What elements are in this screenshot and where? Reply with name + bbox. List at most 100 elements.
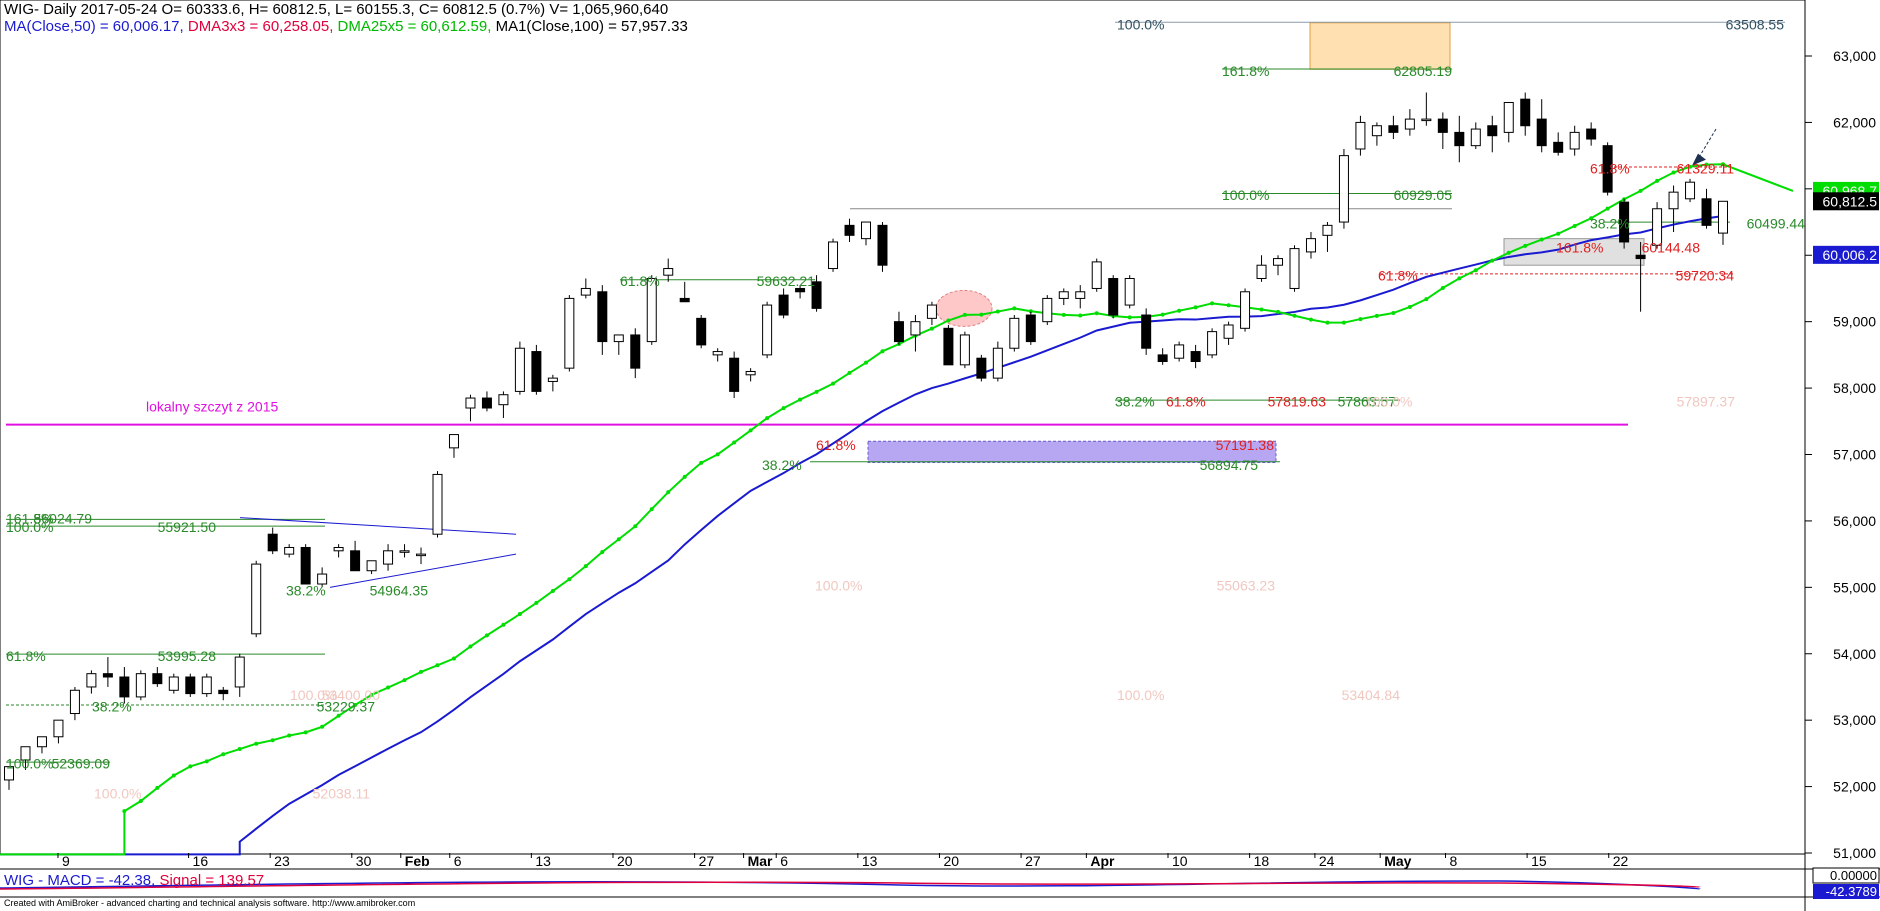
- dma25-point: [353, 703, 358, 708]
- macd-legend: WIG - MACD = -42.38,: [4, 872, 156, 889]
- dma25-point: [600, 549, 605, 554]
- candle-body: [234, 656, 245, 688]
- dma25-point: [501, 622, 506, 627]
- dma25-point: [1523, 243, 1528, 248]
- chart-header-indicators: MA(Close,50) = 60,006.17, DMA3x3 = 60,25…: [4, 18, 688, 36]
- candle-body: [267, 533, 278, 552]
- candle-body: [4, 766, 14, 781]
- x-tick-label: 9: [62, 853, 70, 869]
- candle-body: [531, 351, 542, 392]
- dma25-point: [122, 809, 127, 814]
- dma25-point: [402, 678, 407, 683]
- x-tick-label: 23: [274, 853, 290, 869]
- candle-body: [53, 719, 64, 738]
- dma25-point: [962, 312, 967, 317]
- fib-label: 100.0%: [1117, 687, 1164, 703]
- candle-body: [152, 673, 163, 685]
- chart-header-title: WIG- Daily 2017-05-24 O= 60333.6, H= 608…: [4, 1, 668, 19]
- candle-body: [1404, 118, 1415, 130]
- y-tick-label: 62,000: [1833, 114, 1876, 130]
- dma25-point: [451, 656, 456, 661]
- candle-body: [350, 550, 361, 572]
- ma100-legend: MA1(Close,100) = 57,957.33: [495, 18, 688, 35]
- dma25-point: [1638, 188, 1643, 193]
- dma25-point: [138, 799, 143, 804]
- candle-body: [1421, 118, 1432, 122]
- candle-body: [1569, 131, 1580, 150]
- dma25-point: [1572, 223, 1577, 228]
- macd-value-badge: [1813, 884, 1879, 899]
- candle-body: [745, 370, 756, 376]
- fib-label: 62805.19: [1394, 63, 1453, 79]
- fib-label: 61329.11: [1677, 161, 1735, 177]
- dma25-point: [699, 460, 704, 465]
- plot-frame: [0, 0, 1806, 855]
- fib-zone-purple: [867, 440, 1277, 463]
- candle-body: [844, 224, 855, 236]
- fib-label: 57863.57: [1338, 394, 1397, 410]
- fib-label: 38.2%: [286, 582, 326, 598]
- footer-credit: Created with AmiBroker - advanced charti…: [4, 898, 416, 908]
- candle-body: [416, 553, 427, 557]
- dma25-point: [336, 713, 341, 718]
- macd-signal-line: [0, 881, 1701, 890]
- arrow-line: [1699, 128, 1717, 156]
- fib-label: 52038.11: [313, 786, 371, 802]
- dma25-point: [567, 577, 572, 582]
- y-tick-label: 63,000: [1833, 48, 1876, 64]
- candle-body: [498, 394, 509, 406]
- candle-body: [201, 676, 212, 695]
- dma25-point: [1440, 286, 1445, 291]
- candle-body: [712, 351, 723, 356]
- x-tick-label: 27: [699, 853, 715, 869]
- candle-body: [1437, 118, 1448, 133]
- y-tick-label: 56,000: [1833, 513, 1876, 529]
- fib-label: 61.8%: [6, 648, 46, 664]
- macd-value-label: -42.3789: [1826, 884, 1877, 899]
- x-tick-label: 16: [193, 853, 209, 869]
- candle-body: [778, 294, 789, 316]
- dma25-point: [1490, 258, 1495, 263]
- candle-body: [1536, 118, 1547, 147]
- dma25-point: [1078, 313, 1083, 318]
- candle-body: [811, 281, 822, 309]
- dma25-point: [419, 669, 424, 674]
- candle-body: [135, 673, 146, 698]
- candle-body: [893, 321, 904, 343]
- fib-label: 53400.00: [322, 687, 381, 703]
- candle-body: [1141, 314, 1152, 349]
- dma25-point: [682, 474, 687, 479]
- dma25-point: [765, 416, 770, 421]
- dma25-point: [715, 452, 720, 457]
- dma25-point: [550, 588, 555, 593]
- fib-label: 61.8%: [1590, 161, 1630, 177]
- dma25-line: [0, 163, 1794, 856]
- dma25-point: [171, 773, 176, 778]
- dma25-point: [831, 381, 836, 386]
- dma25-point: [1688, 164, 1693, 169]
- candle-body: [383, 550, 394, 565]
- ma50-line: [0, 215, 1724, 856]
- dma25-point: [1391, 311, 1396, 316]
- candle-body: [1025, 314, 1036, 343]
- candle-body: [1256, 264, 1267, 279]
- candle-body: [828, 241, 839, 270]
- y-tick-label: 54,000: [1833, 646, 1876, 662]
- triangle-lower: [329, 553, 517, 588]
- dma25-point: [534, 600, 539, 605]
- x-tick-label: May: [1384, 853, 1411, 869]
- fib-label: 100.0%: [1117, 16, 1164, 32]
- dma25-point: [781, 406, 786, 411]
- candle-body: [1091, 261, 1102, 289]
- dma25-point: [287, 733, 292, 738]
- candle-body: [1124, 277, 1135, 306]
- fib-label: 52369.09: [52, 756, 111, 772]
- fib-label: 38.2%: [1590, 216, 1630, 232]
- candle-body: [1685, 181, 1696, 200]
- x-tick-label: 13: [535, 853, 551, 869]
- x-tick-label: 13: [862, 853, 878, 869]
- candle-body: [119, 676, 130, 698]
- candle-body: [580, 287, 591, 296]
- candle-body: [1701, 198, 1712, 226]
